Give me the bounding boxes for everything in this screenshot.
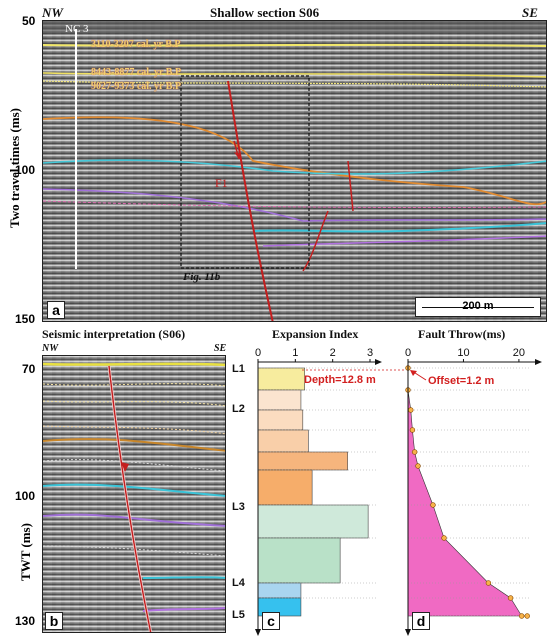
panel-a-nw-label: NW: [42, 5, 63, 20]
panel-c-letter: c: [262, 612, 280, 630]
throw-x-axis-arrow: [535, 359, 542, 365]
depth-note: Depth=12.8 m: [304, 374, 376, 386]
throw-tick-label-0: 0: [405, 347, 411, 359]
throw-point-5: [411, 449, 418, 455]
age-label-3: 9027-9373 cal. yr B.P: [91, 81, 182, 92]
expansion-x-axis-arrow: [375, 359, 382, 365]
throw-tick-label-10: 10: [457, 347, 469, 359]
scale-bar: 200 m: [415, 297, 541, 317]
expansion-bar-4: [257, 429, 309, 453]
expansion-tick-label-2: 2: [330, 347, 336, 359]
panel-b-overlay: [43, 362, 225, 632]
layer-label-L4: L4: [232, 577, 246, 589]
layer-label-L1: L1: [232, 363, 245, 375]
expansion-bar-8: [257, 537, 341, 584]
scale-bar-line: [422, 307, 534, 308]
throw-y-axis-arrow: [405, 629, 411, 636]
panel-a-tick-100: 100: [15, 163, 36, 177]
scale-bar-label: 200 m: [462, 300, 494, 312]
panel-b-tick-130: 130: [15, 614, 36, 628]
panel-a-tick-50: 50: [22, 14, 36, 28]
fault-throw-chart: 0 10 20 Offset=1.2 m: [405, 347, 542, 636]
expansion-tick-label-3: 3: [367, 347, 373, 359]
panel-b-y-axis-label: TWT (ms): [18, 523, 33, 581]
panel-a-tick-150: 150: [15, 312, 36, 326]
expansion-tick-label-1: 1: [292, 347, 298, 359]
throw-point-3: [408, 407, 414, 413]
panel-b-nw-label: NW: [42, 343, 59, 354]
throw-point-6: [415, 463, 421, 469]
panel-b-title: Seismic interpretation (S06): [42, 327, 186, 341]
expansion-bar-1: [257, 367, 305, 391]
age-label-1: 3110-3207 cal. yr B.P: [91, 39, 181, 50]
panel-a-y-axis-label: Two travel times (ms): [7, 108, 22, 228]
box-reference-label: Fig. 11b: [183, 271, 221, 283]
layer-label-L2: L2: [232, 403, 245, 415]
panel-b-letter: b: [45, 612, 63, 630]
panel-b-se-label: SE: [214, 343, 227, 354]
throw-point-9: [485, 580, 492, 586]
throw-point-10: [507, 595, 514, 601]
panel-b-tick-100: 100: [15, 489, 36, 503]
fault-throw-area: [407, 368, 528, 617]
offset-note: Offset=1.2 m: [428, 375, 495, 387]
expansion-bar-9: [257, 582, 302, 599]
panel-b-tick-70: 70: [22, 362, 36, 376]
throw-point-8: [441, 535, 447, 541]
expansion-tick-label-0: 0: [255, 347, 261, 359]
well-label: NC 3: [65, 23, 89, 35]
expansion-index-chart: 0 1 2 3 Depth=12.8 m L1 L2 L3 L4 L5: [232, 347, 406, 636]
offset-arrow-head: [410, 370, 417, 376]
throw-point-11: [518, 613, 525, 619]
throw-point-12: [524, 613, 530, 619]
expansion-bar-7: [257, 504, 369, 539]
panel-a-overlay: [43, 21, 546, 321]
age-label-2: 8443-8877 cal. yr B.P: [91, 67, 182, 78]
expansion-bar-2: [257, 389, 302, 411]
fault-label: F1: [215, 176, 228, 190]
panel-d-letter: d: [412, 612, 430, 630]
panel-a-seismic-section: 3110-3207 cal. yr B.P 8443-8877 cal. yr …: [42, 20, 547, 322]
panel-a-se-label: SE: [522, 5, 538, 20]
panel-c-title: Expansion Index: [272, 327, 359, 341]
throw-point-4: [409, 427, 416, 433]
expansion-bar-6: [257, 469, 313, 506]
panel-a-title: Shallow section S06: [210, 5, 320, 20]
expansion-y-axis-arrow: [255, 629, 261, 636]
expansion-bar-3: [257, 409, 304, 431]
panel-a-letter: a: [47, 301, 65, 319]
throw-tick-label-20: 20: [513, 347, 525, 359]
expansion-bar-5: [257, 451, 348, 471]
layer-label-L5: L5: [232, 609, 245, 621]
layer-label-L3: L3: [232, 501, 245, 513]
panel-d-title: Fault Throw(ms): [418, 327, 506, 341]
panel-b-seismic-interpretation: b: [42, 355, 226, 633]
throw-point-7: [430, 502, 436, 508]
